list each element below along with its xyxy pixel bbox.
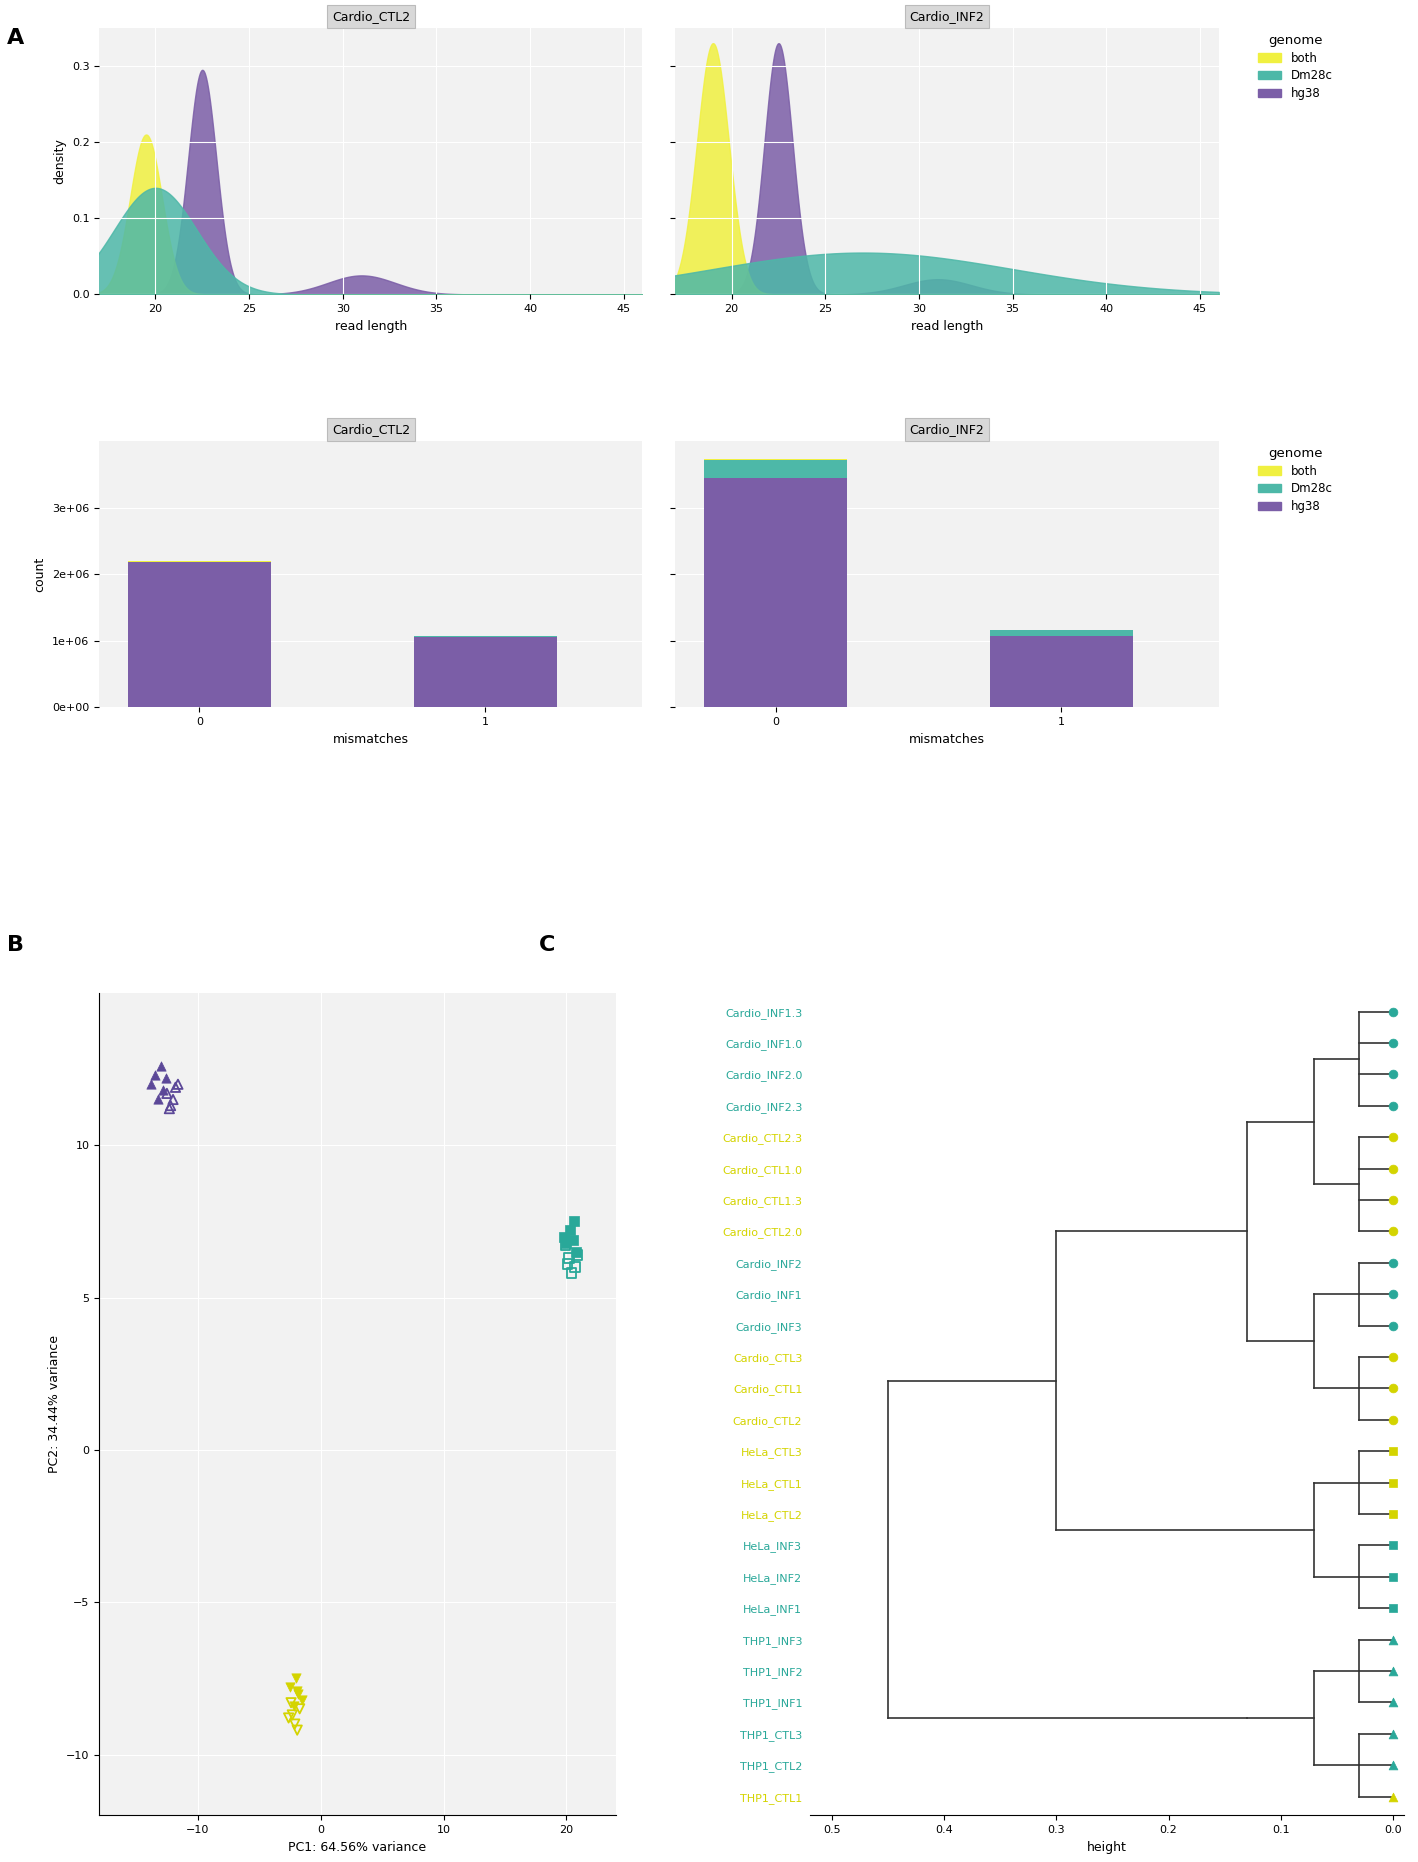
Point — [1381, 1782, 1404, 1812]
Point — [285, 1663, 308, 1693]
X-axis label: height: height — [1088, 1842, 1127, 1855]
Point — [1381, 1059, 1404, 1089]
Point — [164, 1073, 187, 1102]
Point — [564, 1236, 587, 1266]
Point — [1381, 1343, 1404, 1372]
Point — [1381, 1248, 1404, 1277]
Point — [281, 1700, 303, 1730]
Point — [563, 1207, 586, 1236]
Point — [152, 1076, 174, 1106]
Point — [139, 1069, 162, 1099]
Y-axis label: count: count — [34, 557, 47, 592]
Point — [1381, 1186, 1404, 1216]
Point — [1381, 1123, 1404, 1153]
Y-axis label: density: density — [54, 138, 67, 184]
Point — [566, 1240, 588, 1270]
Legend: both, Dm28c, hg38: both, Dm28c, hg38 — [1258, 34, 1333, 101]
Point — [1381, 1750, 1404, 1780]
Point — [1381, 1531, 1404, 1560]
Y-axis label: PC2: 34.44% variance: PC2: 34.44% variance — [48, 1335, 61, 1473]
Text: C: C — [539, 935, 556, 955]
Point — [286, 1715, 309, 1745]
X-axis label: mismatches: mismatches — [909, 734, 986, 747]
Bar — [705, 479, 847, 708]
Bar — [990, 635, 1133, 708]
Point — [1381, 1436, 1404, 1465]
Point — [1381, 1626, 1404, 1655]
Text: B: B — [7, 935, 24, 955]
Bar — [990, 631, 1133, 635]
Point — [560, 1259, 583, 1289]
Point — [559, 1216, 581, 1246]
Bar — [705, 460, 847, 479]
Point — [557, 1244, 580, 1274]
Point — [1381, 1311, 1404, 1341]
Legend: both, Dm28c, hg38: both, Dm28c, hg38 — [1258, 447, 1333, 514]
Point — [1381, 1499, 1404, 1529]
Point — [1381, 1467, 1404, 1497]
Point — [147, 1084, 170, 1113]
X-axis label: PC1: 64.56% variance: PC1: 64.56% variance — [288, 1842, 427, 1855]
Point — [282, 1691, 305, 1720]
Point — [1381, 1655, 1404, 1685]
Point — [1381, 1374, 1404, 1404]
Point — [284, 1709, 306, 1739]
Point — [286, 1680, 309, 1709]
Point — [286, 1676, 309, 1706]
Point — [1381, 1562, 1404, 1592]
Point — [1381, 1091, 1404, 1121]
X-axis label: read length: read length — [910, 320, 983, 333]
Title: Cardio_INF2: Cardio_INF2 — [910, 9, 984, 22]
Bar — [414, 637, 557, 708]
Point — [554, 1231, 577, 1261]
Point — [556, 1249, 579, 1279]
Title: Cardio_CTL2: Cardio_CTL2 — [332, 423, 410, 436]
Point — [553, 1221, 576, 1251]
Point — [155, 1063, 177, 1093]
Point — [1381, 1216, 1404, 1246]
Point — [278, 1672, 301, 1702]
Point — [149, 1050, 172, 1080]
Point — [288, 1694, 311, 1724]
Point — [156, 1078, 179, 1108]
Point — [1381, 1687, 1404, 1717]
Bar — [128, 562, 271, 708]
Point — [1381, 1154, 1404, 1184]
Text: A: A — [7, 28, 24, 48]
Title: Cardio_INF2: Cardio_INF2 — [910, 423, 984, 436]
Point — [157, 1093, 180, 1123]
X-axis label: read length: read length — [335, 320, 407, 333]
Point — [564, 1251, 587, 1281]
Point — [1381, 1028, 1404, 1058]
Point — [1381, 1594, 1404, 1624]
Point — [159, 1091, 182, 1121]
X-axis label: mismatches: mismatches — [333, 734, 408, 747]
Point — [162, 1084, 184, 1113]
Point — [143, 1059, 166, 1089]
Title: Cardio_CTL2: Cardio_CTL2 — [332, 9, 410, 22]
Point — [1381, 1279, 1404, 1309]
Point — [166, 1069, 189, 1099]
Point — [562, 1225, 584, 1255]
Point — [291, 1685, 313, 1715]
Point — [1381, 1406, 1404, 1436]
Point — [1381, 1719, 1404, 1748]
Point — [279, 1687, 302, 1717]
Point — [1381, 996, 1404, 1026]
Point — [278, 1704, 301, 1734]
Point — [554, 1227, 577, 1257]
